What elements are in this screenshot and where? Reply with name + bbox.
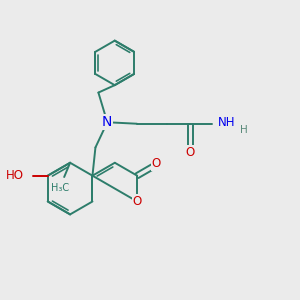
Text: HO: HO — [5, 169, 23, 182]
Text: H₃C: H₃C — [51, 183, 69, 193]
Text: H: H — [240, 125, 248, 135]
Text: O: O — [152, 157, 161, 170]
Text: O: O — [133, 195, 142, 208]
Text: N: N — [102, 115, 112, 129]
Text: O: O — [186, 146, 195, 159]
Text: NH: NH — [218, 116, 236, 129]
